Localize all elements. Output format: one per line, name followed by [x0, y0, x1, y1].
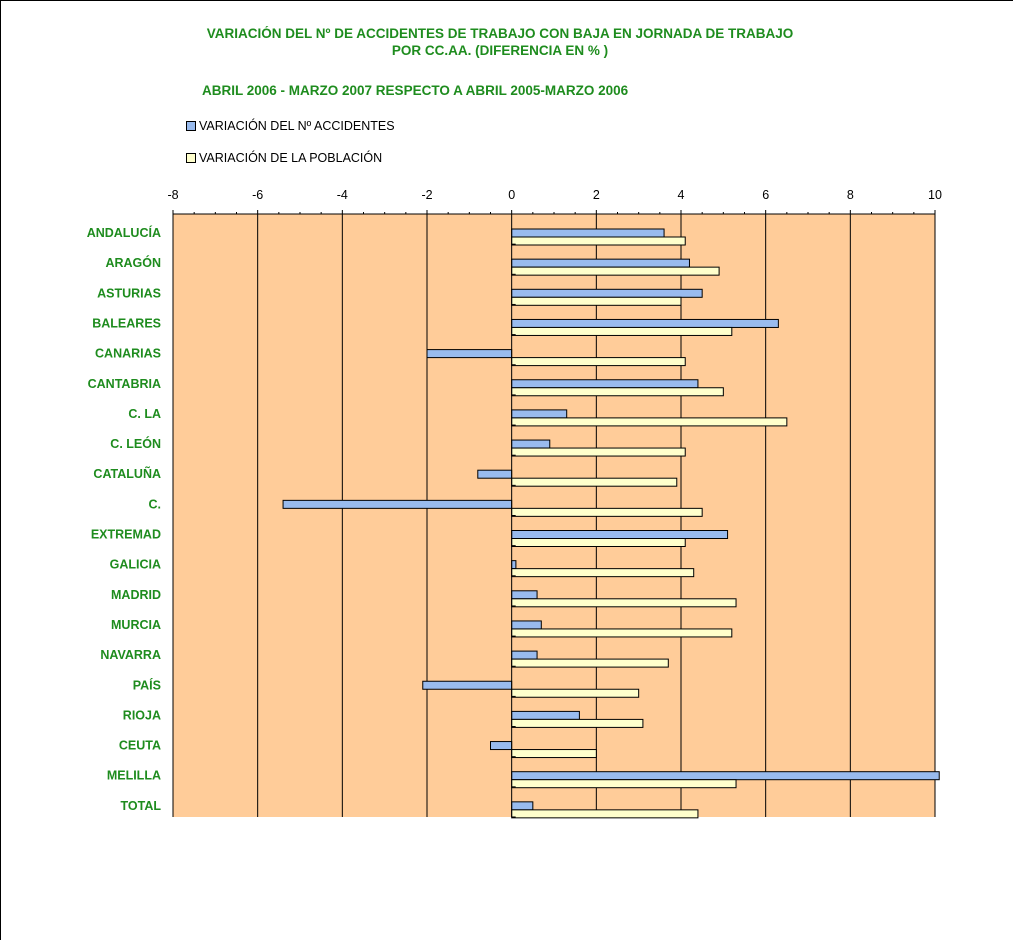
- x-tick-label-2: -4: [337, 188, 348, 202]
- bar-accidentes-18: [511, 771, 940, 781]
- bar-accidentes-15: [422, 680, 513, 690]
- bar-poblacion-4: [511, 357, 686, 367]
- legend-swatch-poblacion: [186, 153, 196, 163]
- bar-accidentes-17: [490, 741, 513, 751]
- legend-item-accidentes: VARIACIÓN DEL Nº ACCIDENTES: [186, 119, 395, 133]
- bar-poblacion-12: [511, 598, 737, 608]
- bar-poblacion-13: [511, 628, 733, 638]
- bar-poblacion-2: [511, 296, 682, 306]
- bar-poblacion-9: [511, 507, 703, 517]
- bar-accidentes-0: [511, 228, 665, 238]
- x-tick-label-1: -6: [252, 188, 263, 202]
- bar-accidentes-1: [511, 258, 690, 268]
- bar-accidentes-5: [511, 379, 699, 389]
- x-tick-label-7: 6: [762, 188, 769, 202]
- category-label-3: BALEARES: [92, 316, 161, 330]
- category-label-7: C. LEÓN: [110, 436, 161, 451]
- category-label-15: PAÍS: [133, 677, 161, 692]
- bar-poblacion-5: [511, 387, 724, 397]
- bar-accidentes-16: [511, 710, 580, 720]
- category-label-16: RIOJA: [123, 708, 161, 722]
- x-tick-label-8: 8: [847, 188, 854, 202]
- category-label-19: TOTAL: [120, 799, 161, 813]
- bar-poblacion-8: [511, 477, 678, 487]
- bar-poblacion-14: [511, 658, 669, 668]
- bar-accidentes-8: [477, 469, 513, 479]
- bar-accidentes-4: [426, 349, 513, 359]
- legend-label-poblacion: VARIACIÓN DE LA POBLACIÓN: [199, 151, 383, 165]
- bar-accidentes-12: [511, 590, 538, 600]
- category-label-9: C.: [149, 497, 162, 511]
- bar-poblacion-16: [511, 718, 644, 728]
- x-tick-label-9: 10: [928, 188, 942, 202]
- category-label-13: MURCIA: [111, 618, 161, 632]
- category-label-18: MELILLA: [107, 769, 161, 783]
- category-label-17: CEUTA: [119, 739, 161, 753]
- category-label-8: CATALUÑA: [93, 466, 161, 481]
- bar-accidentes-3: [511, 318, 779, 328]
- chart-subtitle: ABRIL 2006 - MARZO 2007 RESPECTO A ABRIL…: [202, 83, 629, 98]
- bar-poblacion-18: [511, 779, 737, 789]
- bar-accidentes-13: [511, 620, 542, 630]
- legend-label-accidentes: VARIACIÓN DEL Nº ACCIDENTES: [199, 119, 395, 133]
- category-label-6: C. LA: [128, 407, 161, 421]
- x-tick-label-6: 4: [678, 188, 685, 202]
- bar-accidentes-19: [511, 801, 534, 811]
- bar-accidentes-10: [511, 530, 729, 539]
- bar-accidentes-14: [511, 650, 538, 660]
- chart-title-line2: POR CC.AA. (DIFERENCIA EN % ): [391, 43, 609, 58]
- x-tick-label-5: 2: [593, 188, 600, 202]
- bar-accidentes-2: [511, 288, 703, 298]
- category-label-1: ARAGÓN: [105, 255, 161, 270]
- bar-poblacion-19: [511, 809, 699, 819]
- bar-accidentes-7: [511, 439, 551, 449]
- bar-accidentes-11: [511, 560, 517, 570]
- bar-poblacion-1: [511, 266, 720, 276]
- bar-poblacion-6: [511, 417, 788, 427]
- x-tick-label-4: 0: [508, 188, 515, 202]
- chart-title-line1: VARIACIÓN DEL Nº DE ACCIDENTES DE TRABAJ…: [206, 26, 794, 41]
- bar-accidentes-6: [511, 409, 568, 419]
- bar-poblacion-11: [511, 568, 695, 578]
- category-label-12: MADRID: [111, 588, 161, 602]
- bar-poblacion-3: [511, 326, 733, 336]
- bar-poblacion-17: [511, 749, 597, 759]
- bar-poblacion-0: [511, 236, 686, 246]
- x-tick-label-0: -8: [167, 188, 178, 202]
- category-label-14: NAVARRA: [100, 648, 161, 662]
- category-label-4: CANARIAS: [95, 347, 161, 361]
- bar-accidentes-9: [282, 499, 513, 509]
- category-label-5: CANTABRIA: [88, 377, 161, 391]
- category-label-0: ANDALUCÍA: [87, 225, 161, 240]
- bar-poblacion-10: [511, 538, 686, 547]
- category-label-11: GALICIA: [110, 558, 161, 572]
- bar-poblacion-7: [511, 447, 686, 457]
- legend-item-poblacion: VARIACIÓN DE LA POBLACIÓN: [186, 151, 382, 165]
- legend-swatch-accidentes: [186, 121, 196, 131]
- x-tick-label-3: -2: [421, 188, 432, 202]
- bar-poblacion-15: [511, 688, 640, 698]
- category-label-10: EXTREMAD: [91, 528, 161, 542]
- category-label-2: ASTURIAS: [97, 286, 161, 300]
